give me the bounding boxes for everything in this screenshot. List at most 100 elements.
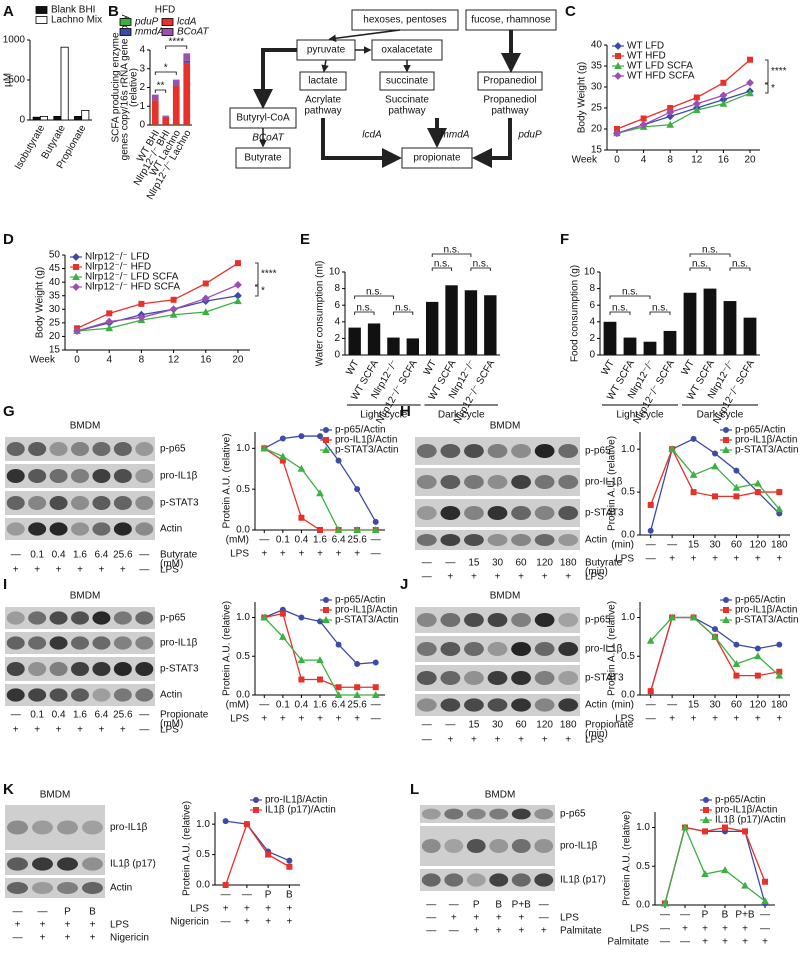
legend-label: p-p65/Actin: [335, 595, 386, 606]
bar-segment: [151, 99, 159, 101]
legend-marker: [253, 797, 259, 803]
lane-label: +: [495, 735, 501, 746]
marker: [105, 324, 114, 332]
marker: [317, 676, 323, 683]
y-tick-label: 0.5: [621, 487, 635, 498]
blot-band: [135, 496, 154, 510]
node: Butyryl-CoA: [236, 113, 290, 124]
enzyme-label: BCoAT: [252, 133, 284, 144]
lane-label: +: [34, 565, 40, 576]
blot-title: BMDM: [40, 790, 71, 801]
blot-band: [416, 475, 437, 489]
bar-segment: [162, 115, 170, 117]
x-tick-label: 30: [709, 540, 721, 551]
marker: [776, 641, 783, 648]
row-value: +: [691, 714, 697, 725]
y-tick-label: 20: [591, 124, 603, 135]
annotation: n.s.: [395, 303, 411, 314]
marker: [776, 489, 783, 496]
blot-band: [534, 671, 555, 685]
blot-band: [6, 662, 25, 676]
row-value: +: [722, 924, 728, 935]
blot-band: [71, 442, 89, 456]
marker: [222, 818, 229, 825]
blot-band: [49, 688, 68, 702]
enzyme-label: pduP: [517, 130, 542, 141]
legend-swatch: [35, 16, 48, 24]
x-tick-label: —: [680, 910, 690, 921]
marker: [733, 467, 740, 474]
lane-label: —: [13, 933, 23, 944]
marker: [317, 433, 323, 440]
row-label: Palmitate: [607, 937, 649, 948]
x-tick-label: —: [760, 910, 770, 921]
marker: [775, 505, 784, 513]
bracket: [765, 59, 769, 84]
y-tick-label: 0.0: [621, 530, 635, 541]
bar: [643, 341, 657, 355]
row-label: LPS: [110, 920, 129, 931]
x-tick-label: 6.4: [332, 535, 346, 546]
blot-band: [440, 642, 461, 656]
row-label: LPS: [615, 554, 634, 565]
x-tick-label: P: [702, 910, 709, 921]
node: succinate: [386, 76, 429, 87]
row-value: +: [265, 904, 271, 915]
legend-label: IL1β (p17)/Actin: [265, 805, 336, 816]
y-tick-label: 10: [584, 267, 596, 278]
blot-band: [440, 534, 461, 546]
row-value: +: [286, 904, 292, 915]
x-tick-label: —: [259, 700, 269, 711]
marker: [639, 120, 648, 129]
annotation: ****: [261, 269, 277, 280]
lane-label: —: [11, 550, 21, 561]
lane-label: +: [99, 725, 105, 736]
blot-band: [558, 698, 579, 712]
annotation: n.s.: [692, 259, 708, 270]
blot-band: [440, 698, 461, 712]
x-tick-label: 0.1: [276, 700, 290, 711]
blot-band: [421, 839, 441, 853]
arrow: [328, 29, 401, 42]
row-value: —: [371, 549, 381, 560]
blot-band: [49, 496, 68, 510]
legend-marker: [723, 427, 729, 433]
lane-label: +: [13, 725, 19, 736]
bar: [387, 337, 400, 355]
legend-marker: [722, 615, 730, 623]
marker: [73, 327, 81, 335]
blot-band: [92, 496, 111, 510]
blot-strip: [420, 826, 555, 866]
y-tick-label: 0.5: [636, 861, 650, 872]
bar: [623, 337, 637, 355]
node: hexoses, pentoses: [363, 15, 446, 26]
legend-label: p-STAT3/Actin: [735, 615, 799, 626]
pathway-label: Succinate: [385, 95, 429, 106]
marker: [690, 435, 697, 442]
x-tick-label: 180: [771, 540, 788, 551]
marker: [647, 688, 654, 695]
blot-band: [444, 808, 464, 820]
blot-band: [534, 613, 555, 627]
y-tick-label: 4: [334, 316, 340, 327]
blot-band: [464, 698, 484, 712]
blot-band: [113, 469, 132, 483]
marker: [353, 690, 361, 698]
lane-label: 0.1: [30, 710, 44, 721]
blot-band: [71, 469, 89, 483]
lane-label: +: [518, 572, 524, 583]
y-tick-label: 6: [589, 300, 595, 311]
band-label: Actin: [160, 524, 182, 535]
marker: [712, 450, 718, 457]
legend-marker: [72, 272, 80, 280]
marker: [712, 493, 718, 500]
legend-marker: [614, 42, 622, 50]
blot-strip: [5, 878, 105, 898]
blot-band: [466, 839, 486, 853]
blot-strip: [415, 530, 580, 550]
blot-title: BMDM: [70, 591, 101, 602]
marker: [692, 99, 701, 108]
western-blot: K BMDM pro-IL1β IL1β (p17) Actin — — P B + + + + LPS —…: [3, 781, 156, 944]
